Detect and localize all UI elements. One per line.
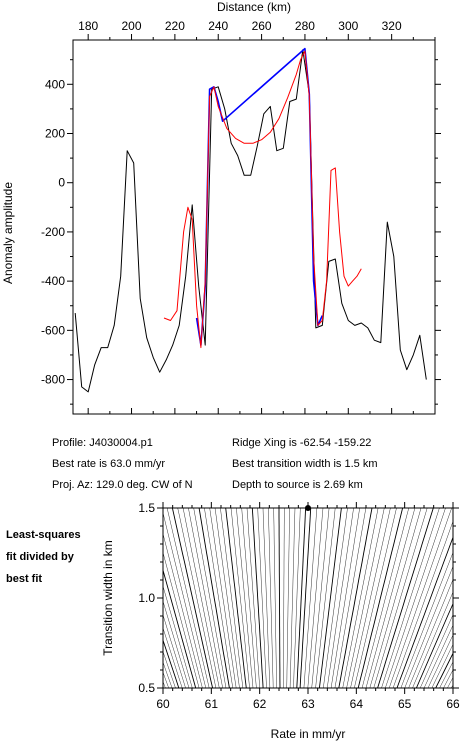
profile-plot-frame	[72, 39, 436, 415]
misfit-contour-line	[296, 508, 312, 688]
contour-x-tick-label: 62	[253, 697, 267, 711]
contour-x-tick-label: 61	[205, 697, 219, 711]
misfit-contour-line	[214, 508, 416, 688]
best-fit-point	[305, 505, 311, 511]
profile-y-tick-label: -600	[41, 323, 65, 337]
profile-x-tick-label: 280	[295, 19, 315, 33]
contour-y-tick-label: 1.0	[138, 591, 155, 605]
contour-x-tick-label: 64	[350, 697, 364, 711]
misfit-contour-line	[268, 508, 354, 688]
misfit-contour-line	[273, 508, 348, 688]
side-note: Least-squares fit divided by best fit	[6, 524, 81, 590]
profile-y-tick-label: -800	[41, 373, 65, 387]
misfit-contour-line	[286, 508, 330, 688]
model-profile-line	[163, 50, 362, 349]
profile-x-tick-label: 180	[78, 19, 98, 33]
profile-x-tick-label: 300	[338, 19, 358, 33]
profile-x-tick-label: 240	[208, 19, 228, 33]
misfit-contour-line	[163, 585, 453, 688]
misfit-contour-line	[236, 508, 391, 688]
profile-y-tick-label: 400	[45, 77, 65, 91]
profile-lines	[74, 47, 427, 393]
contour-y-axis-title: Transition width in km	[101, 540, 115, 656]
best-rate-text: Best rate is 63.0 mm/yr	[52, 458, 166, 470]
contour-y-tick-label: 1.5	[138, 501, 155, 515]
misfit-contour-line	[163, 650, 453, 688]
contour-chart: 60 61 62 63 64 65 66 1.5 1.0 0.5 Rate in mm/yr Tr…	[101, 501, 460, 741]
misfit-contour-line	[251, 508, 373, 688]
misfit-contour-line	[283, 508, 336, 688]
projection-azimuth-text: Proj. Az: 129.0 deg. CW of N	[52, 479, 193, 491]
source-depth-text: Depth to source is 2.69 km	[232, 479, 363, 491]
profile-name-text: Profile: J4030004.p1	[52, 437, 153, 449]
misfit-contour-line	[257, 508, 367, 688]
misfit-contour-line	[163, 551, 453, 688]
ridge-crossing-text: Ridge Xing is -62.54 -159.22	[232, 437, 372, 449]
misfit-contour-line	[166, 508, 453, 688]
profile-ticks: 180 200 220 240 260 280 300 320 400 200 0 -200 -400 -…	[41, 19, 441, 414]
misfit-contour-line	[289, 508, 324, 688]
profile-x-tick-label: 320	[382, 19, 402, 33]
misfit-contour-line	[246, 508, 379, 688]
misfit-contour-line	[163, 532, 453, 688]
misfit-contour-line	[220, 508, 410, 688]
misfit-contour-line	[177, 508, 453, 688]
misfit-contour-line	[163, 687, 453, 688]
profile-y-tick-label: 200	[45, 127, 65, 141]
misfit-contour-line	[193, 508, 440, 688]
profile-x-tick-label: 200	[122, 19, 142, 33]
profile-x-tick-label: 260	[252, 19, 272, 33]
best-width-text: Best transition width is 1.5 km	[232, 458, 378, 470]
contour-x-tick-label: 66	[446, 697, 460, 711]
side-note-line: best fit	[6, 573, 43, 585]
misfit-contour-line	[163, 687, 453, 688]
observed-profile-line	[74, 49, 427, 393]
misfit-contour-line	[278, 508, 342, 688]
contour-x-tick-label: 60	[156, 697, 170, 711]
side-note-line: Least-squares	[6, 529, 81, 541]
misfit-contour-line	[198, 508, 434, 688]
profile-x-axis-title: Distance (km)	[217, 0, 291, 14]
contour-x-axis-title: Rate in mm/yr	[271, 727, 346, 741]
misfit-contour-line	[225, 508, 404, 688]
misfit-contour-line	[182, 508, 452, 688]
misfit-contour-line	[163, 638, 453, 688]
misfit-contour-line	[163, 511, 453, 688]
profile-y-tick-label: -200	[41, 225, 65, 239]
contour-ticks: 60 61 62 63 64 65 66 1.5 1.0 0.5	[138, 501, 460, 711]
misfit-contour-line	[230, 508, 397, 688]
misfit-contour-line	[188, 508, 446, 688]
contour-lines	[163, 508, 453, 688]
profile-x-tick-label: 220	[165, 19, 185, 33]
misfit-contour-line	[262, 508, 360, 688]
misfit-contour-line	[293, 508, 318, 688]
contour-y-tick-label: 0.5	[138, 681, 155, 695]
contour-x-tick-label: 63	[301, 697, 315, 711]
profile-y-tick-label: -400	[41, 274, 65, 288]
misfit-contour-line	[204, 508, 428, 688]
contour-x-tick-label: 65	[398, 697, 412, 711]
misfit-contour-line	[209, 508, 422, 688]
misfit-contour-line	[171, 508, 453, 688]
misfit-contour-line	[241, 508, 385, 688]
misfit-contour-line	[163, 568, 453, 688]
profile-y-tick-label: 0	[58, 176, 65, 190]
profile-chart: 180 200 220 240 260 280 300 320 400 200 0 -200 -400 -…	[1, 0, 441, 415]
misfit-contour-line	[163, 687, 453, 688]
profile-y-axis-title: Anomaly amplitude	[1, 182, 15, 284]
side-note-line: fit divided by	[6, 551, 74, 563]
